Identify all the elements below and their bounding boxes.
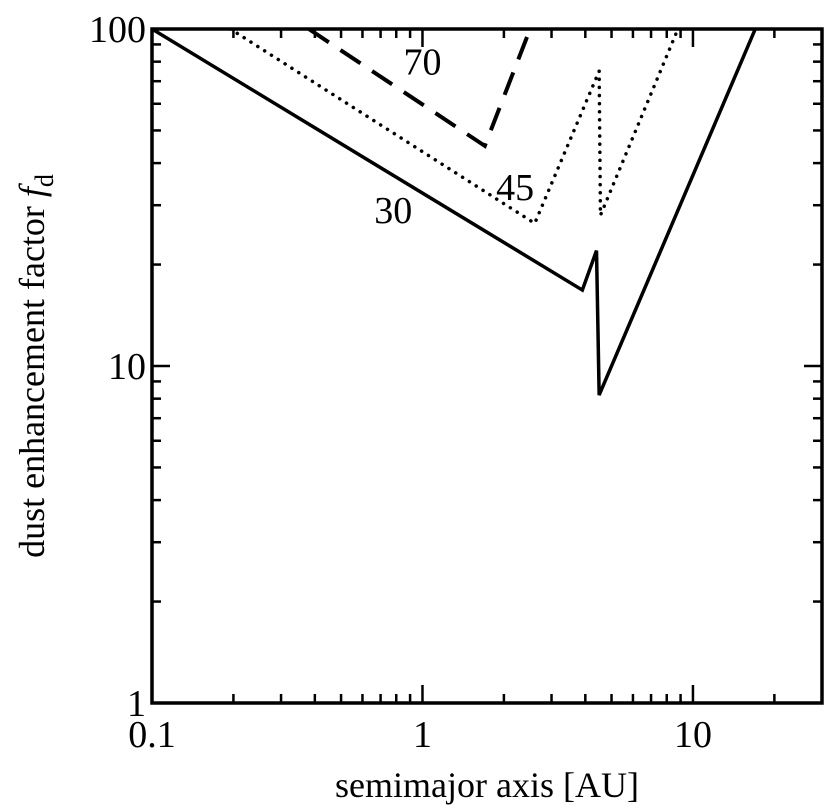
plot-frame [150,27,824,705]
series-labels-layer: 30 45 70 [374,42,534,233]
series-line-30 [152,29,757,396]
y-axis-title: dust enhancement factorfd [12,174,59,558]
y-axis-title-subscript: d [30,174,59,187]
x-axis-title: semimajor axis [AU] [335,765,639,805]
series-line-45 [228,29,680,226]
series-label-30: 30 [374,190,412,232]
y-axis-title-main: dust enhancement factor [12,206,52,558]
y-tick-label: 1 [127,683,146,725]
series-layer [152,29,757,396]
y-tick-label: 10 [108,346,146,388]
series-label-70: 70 [403,42,441,84]
y-tick-label: 100 [89,9,146,51]
x-tick-label: 10 [674,714,712,756]
ticks-layer [150,27,824,705]
series-label-45: 45 [496,167,534,209]
series-line-70 [307,29,532,149]
x-tick-label: 0.1 [128,714,176,756]
x-tick-label: 1 [413,714,432,756]
